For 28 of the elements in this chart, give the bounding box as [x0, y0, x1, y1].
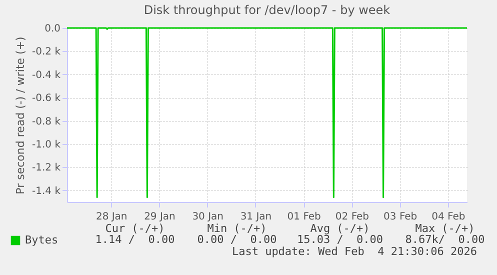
text: 0.00 / 0.00	[197, 233, 277, 246]
text: Last update: Wed Feb 4 21:30:06 2026	[232, 245, 477, 258]
text: 1.14 / 0.00	[95, 233, 175, 246]
text: Avg (-/+)	[310, 222, 370, 235]
text: Cur (-/+)	[105, 222, 165, 235]
y-tick-label: -0.8 k	[32, 116, 61, 128]
y-tick-label: -0.6 k	[32, 93, 61, 104]
y-tick-label: -1.2 k	[32, 162, 61, 174]
y-tick-label: 0.0	[44, 24, 60, 34]
y-tick-label: -1.4 k	[32, 186, 61, 197]
x-tick-label: 04 Feb	[432, 212, 466, 222]
y-axis-title: Pr second read (-) / write (+)	[14, 36, 28, 194]
x-tick-label: 28 Jan	[96, 212, 128, 222]
text: 8.67k/ 0.00	[405, 233, 485, 246]
x-tick-label: 31 Jan	[240, 212, 272, 222]
x-tick-label: 30 Jan	[192, 212, 224, 222]
chart-title: Disk throughput for /dev/loop7 - by week	[144, 3, 390, 17]
y-tick-label: -0.2 k	[32, 46, 61, 58]
x-tick-label: 01 Feb	[287, 212, 321, 222]
text: Max (-/+)	[415, 222, 475, 235]
x-tick-label: 02 Feb	[335, 212, 370, 222]
text: Min (-/+)	[207, 222, 267, 235]
y-tick-label: -1.0 k	[32, 140, 61, 150]
y-tick-label: -0.4 k	[32, 70, 61, 81]
legend-label: Bytes	[25, 234, 58, 246]
text: 15.03 / 0.00	[296, 233, 384, 246]
x-tick-label: 29 Jan	[144, 212, 176, 222]
x-tick-label: 03 Feb	[384, 212, 418, 222]
